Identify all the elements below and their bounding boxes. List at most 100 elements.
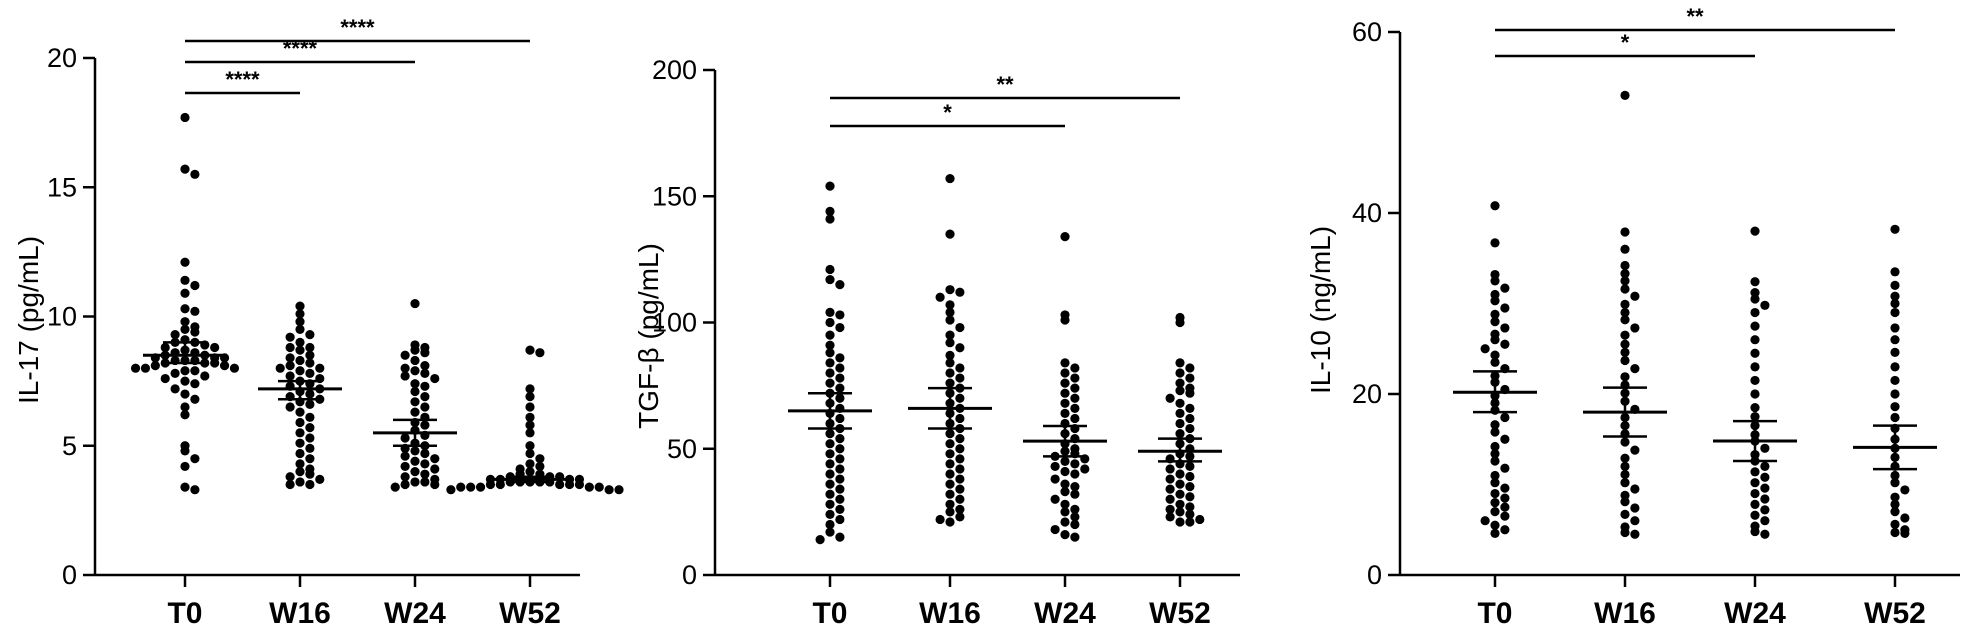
data-point <box>285 371 295 381</box>
data-point <box>825 214 835 224</box>
data-point <box>1185 509 1195 519</box>
data-point <box>285 479 295 490</box>
data-point <box>1175 358 1185 368</box>
data-point <box>1070 383 1080 393</box>
data-point <box>1620 260 1630 271</box>
data-point <box>1490 335 1500 345</box>
data-point <box>390 482 400 492</box>
data-point <box>955 512 965 522</box>
data-point <box>1165 474 1175 484</box>
y-tick-label: 40 <box>1352 198 1382 228</box>
y-tick-label: 20 <box>47 43 77 73</box>
data-point <box>815 535 825 545</box>
data-point <box>420 402 430 412</box>
data-point <box>1760 529 1770 539</box>
data-point <box>825 348 835 358</box>
data-point <box>1750 335 1760 345</box>
data-point <box>574 479 585 490</box>
data-point <box>955 363 965 373</box>
data-point <box>945 469 955 479</box>
data-point <box>1750 389 1760 399</box>
data-point <box>1890 280 1900 290</box>
data-point <box>1890 375 1900 386</box>
data-point <box>1490 350 1500 360</box>
data-point <box>1185 471 1195 482</box>
data-point <box>1500 525 1510 535</box>
data-point <box>835 434 845 444</box>
data-point <box>400 363 410 373</box>
data-point <box>305 399 315 409</box>
data-point <box>1185 403 1195 413</box>
data-point <box>955 484 965 494</box>
data-point <box>1060 479 1070 489</box>
data-point <box>1185 363 1195 373</box>
data-point <box>305 443 315 453</box>
data-point <box>190 306 200 316</box>
data-point <box>955 373 965 383</box>
data-point <box>955 393 965 403</box>
data-point <box>945 307 955 317</box>
data-point <box>955 322 965 333</box>
data-point <box>835 353 845 363</box>
data-point <box>295 355 305 366</box>
data-point <box>1175 469 1185 479</box>
data-point <box>825 509 835 519</box>
data-point <box>1070 504 1080 514</box>
data-point <box>555 479 565 490</box>
data-point <box>1890 527 1900 538</box>
data-point <box>1490 269 1500 280</box>
data-point <box>1760 472 1770 482</box>
data-point <box>1620 244 1630 254</box>
data-point <box>835 413 845 424</box>
data-point <box>1620 347 1630 357</box>
data-point <box>1750 526 1760 537</box>
data-point <box>1890 291 1900 301</box>
data-point <box>210 342 220 353</box>
data-point <box>456 482 466 492</box>
data-point <box>1050 524 1060 535</box>
data-point <box>1750 277 1760 287</box>
data-point <box>1185 413 1195 424</box>
data-point <box>825 368 835 378</box>
data-point <box>1070 413 1080 424</box>
data-point <box>1750 478 1760 488</box>
data-point <box>180 482 190 492</box>
data-point <box>1620 299 1630 310</box>
data-point <box>1620 339 1630 349</box>
data-point <box>305 368 315 378</box>
data-point <box>835 310 845 320</box>
data-point <box>1480 516 1490 526</box>
data-point <box>180 257 190 267</box>
data-point <box>945 330 955 340</box>
data-point <box>410 298 420 309</box>
data-point <box>835 393 845 403</box>
data-point <box>1900 513 1910 523</box>
data-point <box>295 428 305 438</box>
data-point <box>1890 519 1900 529</box>
data-point <box>1630 364 1640 374</box>
data-point <box>1750 294 1760 304</box>
data-point <box>945 439 955 449</box>
y-tick-label: 200 <box>652 55 697 85</box>
data-point <box>1750 307 1760 318</box>
data-point <box>1500 511 1510 521</box>
data-point <box>1175 408 1185 418</box>
data-point <box>420 368 430 378</box>
data-point <box>945 173 955 184</box>
data-point <box>1750 226 1760 236</box>
data-point <box>275 363 285 373</box>
data-point <box>825 340 835 350</box>
data-point <box>1490 276 1500 286</box>
data-point <box>410 446 420 456</box>
data-point <box>190 485 200 495</box>
data-point <box>1630 445 1640 455</box>
data-point <box>535 454 545 464</box>
data-point <box>945 315 955 325</box>
data-point <box>1620 437 1630 447</box>
data-point <box>1070 459 1080 469</box>
data-point <box>295 448 305 459</box>
significance-label: ** <box>1686 4 1704 29</box>
data-point <box>825 527 835 537</box>
data-point <box>180 410 190 420</box>
